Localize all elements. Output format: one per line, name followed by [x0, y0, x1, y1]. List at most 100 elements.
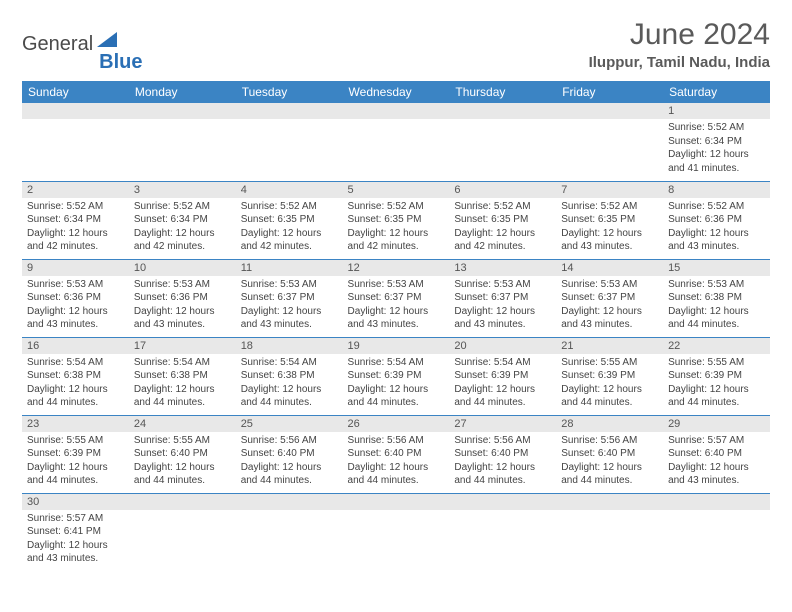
day-detail-line: Daylight: 12 hours — [454, 227, 551, 241]
day-number: 23 — [22, 416, 129, 432]
day-detail-line: and 44 minutes. — [454, 396, 551, 410]
day-detail-line: Sunset: 6:37 PM — [348, 291, 445, 305]
calendar-day-cell: 13Sunrise: 5:53 AMSunset: 6:37 PMDayligh… — [449, 259, 556, 337]
day-details: Sunrise: 5:53 AMSunset: 6:37 PMDaylight:… — [236, 276, 343, 336]
day-detail-line: Daylight: 12 hours — [561, 227, 658, 241]
calendar-day-cell — [236, 493, 343, 571]
day-detail-line: and 44 minutes. — [241, 474, 338, 488]
day-detail-line: Sunrise: 5:53 AM — [668, 278, 765, 292]
day-number — [343, 103, 450, 119]
weekday-header: Friday — [556, 81, 663, 103]
day-number: 13 — [449, 260, 556, 276]
day-number: 5 — [343, 182, 450, 198]
day-details: Sunrise: 5:53 AMSunset: 6:37 PMDaylight:… — [449, 276, 556, 336]
day-details: Sunrise: 5:52 AMSunset: 6:35 PMDaylight:… — [236, 198, 343, 258]
day-number: 6 — [449, 182, 556, 198]
day-detail-line: Sunset: 6:39 PM — [561, 369, 658, 383]
day-detail-line: Sunrise: 5:52 AM — [668, 121, 765, 135]
calendar-day-cell — [663, 493, 770, 571]
day-detail-line: Sunrise: 5:53 AM — [348, 278, 445, 292]
day-number: 22 — [663, 338, 770, 354]
day-detail-line: Sunset: 6:35 PM — [348, 213, 445, 227]
calendar-day-cell: 3Sunrise: 5:52 AMSunset: 6:34 PMDaylight… — [129, 181, 236, 259]
calendar-day-cell: 15Sunrise: 5:53 AMSunset: 6:38 PMDayligh… — [663, 259, 770, 337]
day-number: 19 — [343, 338, 450, 354]
calendar-day-cell — [556, 493, 663, 571]
day-detail-line: Daylight: 12 hours — [27, 539, 124, 553]
day-number: 2 — [22, 182, 129, 198]
day-number: 14 — [556, 260, 663, 276]
day-detail-line: Sunrise: 5:57 AM — [27, 512, 124, 526]
day-detail-line: and 43 minutes. — [134, 318, 231, 332]
day-detail-line: Daylight: 12 hours — [134, 227, 231, 241]
day-number: 10 — [129, 260, 236, 276]
calendar-day-cell — [129, 103, 236, 181]
calendar-day-cell: 1Sunrise: 5:52 AMSunset: 6:34 PMDaylight… — [663, 103, 770, 181]
day-number: 8 — [663, 182, 770, 198]
day-detail-line: and 42 minutes. — [241, 240, 338, 254]
calendar-day-cell: 2Sunrise: 5:52 AMSunset: 6:34 PMDaylight… — [22, 181, 129, 259]
day-detail-line: Sunrise: 5:53 AM — [241, 278, 338, 292]
day-detail-line: Sunrise: 5:52 AM — [134, 200, 231, 214]
day-detail-line: and 41 minutes. — [668, 162, 765, 176]
day-detail-line: Sunset: 6:35 PM — [454, 213, 551, 227]
day-detail-line: Sunset: 6:38 PM — [241, 369, 338, 383]
day-number — [556, 103, 663, 119]
day-detail-line: and 44 minutes. — [241, 396, 338, 410]
day-detail-line: and 42 minutes. — [134, 240, 231, 254]
day-number: 17 — [129, 338, 236, 354]
day-detail-line: Sunset: 6:41 PM — [27, 525, 124, 539]
day-detail-line: and 44 minutes. — [561, 396, 658, 410]
calendar-day-cell: 9Sunrise: 5:53 AMSunset: 6:36 PMDaylight… — [22, 259, 129, 337]
weekday-header: Wednesday — [343, 81, 450, 103]
day-detail-line: Daylight: 12 hours — [454, 305, 551, 319]
day-detail-line: and 43 minutes. — [454, 318, 551, 332]
day-detail-line: Sunrise: 5:54 AM — [27, 356, 124, 370]
calendar-day-cell — [236, 103, 343, 181]
calendar-day-cell — [343, 493, 450, 571]
weekday-header: Sunday — [22, 81, 129, 103]
day-number: 30 — [22, 494, 129, 510]
day-detail-line: Daylight: 12 hours — [241, 461, 338, 475]
day-details: Sunrise: 5:53 AMSunset: 6:37 PMDaylight:… — [343, 276, 450, 336]
weekday-header: Thursday — [449, 81, 556, 103]
day-detail-line: Sunset: 6:39 PM — [27, 447, 124, 461]
calendar-day-cell: 6Sunrise: 5:52 AMSunset: 6:35 PMDaylight… — [449, 181, 556, 259]
day-detail-line: and 44 minutes. — [668, 318, 765, 332]
title-block: June 2024 Iluppur, Tamil Nadu, India — [589, 18, 770, 71]
calendar-day-cell: 27Sunrise: 5:56 AMSunset: 6:40 PMDayligh… — [449, 415, 556, 493]
logo-word2: Blue — [99, 51, 142, 74]
day-details: Sunrise: 5:54 AMSunset: 6:39 PMDaylight:… — [449, 354, 556, 414]
weekday-header-row: Sunday Monday Tuesday Wednesday Thursday… — [22, 81, 770, 103]
day-details: Sunrise: 5:55 AMSunset: 6:39 PMDaylight:… — [663, 354, 770, 414]
day-detail-line: Sunset: 6:38 PM — [668, 291, 765, 305]
day-detail-line: Daylight: 12 hours — [348, 461, 445, 475]
calendar-day-cell: 25Sunrise: 5:56 AMSunset: 6:40 PMDayligh… — [236, 415, 343, 493]
day-number: 1 — [663, 103, 770, 119]
day-detail-line: Daylight: 12 hours — [134, 305, 231, 319]
day-detail-line: Sunset: 6:39 PM — [668, 369, 765, 383]
day-detail-line: Daylight: 12 hours — [134, 383, 231, 397]
day-detail-line: Sunset: 6:36 PM — [668, 213, 765, 227]
day-details: Sunrise: 5:56 AMSunset: 6:40 PMDaylight:… — [343, 432, 450, 492]
day-detail-line: Sunset: 6:35 PM — [561, 213, 658, 227]
day-detail-line: Sunset: 6:40 PM — [241, 447, 338, 461]
day-detail-line: Daylight: 12 hours — [454, 383, 551, 397]
day-number: 21 — [556, 338, 663, 354]
day-details: Sunrise: 5:53 AMSunset: 6:36 PMDaylight:… — [22, 276, 129, 336]
day-detail-line: Sunset: 6:36 PM — [27, 291, 124, 305]
calendar-day-cell: 12Sunrise: 5:53 AMSunset: 6:37 PMDayligh… — [343, 259, 450, 337]
day-detail-line: Sunset: 6:40 PM — [348, 447, 445, 461]
day-number — [236, 494, 343, 510]
calendar-day-cell — [129, 493, 236, 571]
day-detail-line: Sunset: 6:40 PM — [454, 447, 551, 461]
calendar-day-cell — [449, 103, 556, 181]
day-details: Sunrise: 5:53 AMSunset: 6:37 PMDaylight:… — [556, 276, 663, 336]
day-detail-line: Sunset: 6:34 PM — [668, 135, 765, 149]
calendar-day-cell: 28Sunrise: 5:56 AMSunset: 6:40 PMDayligh… — [556, 415, 663, 493]
day-detail-line: Sunrise: 5:54 AM — [348, 356, 445, 370]
day-detail-line: Sunset: 6:37 PM — [241, 291, 338, 305]
day-number — [343, 494, 450, 510]
day-detail-line: and 43 minutes. — [668, 240, 765, 254]
day-detail-line: Sunrise: 5:52 AM — [27, 200, 124, 214]
